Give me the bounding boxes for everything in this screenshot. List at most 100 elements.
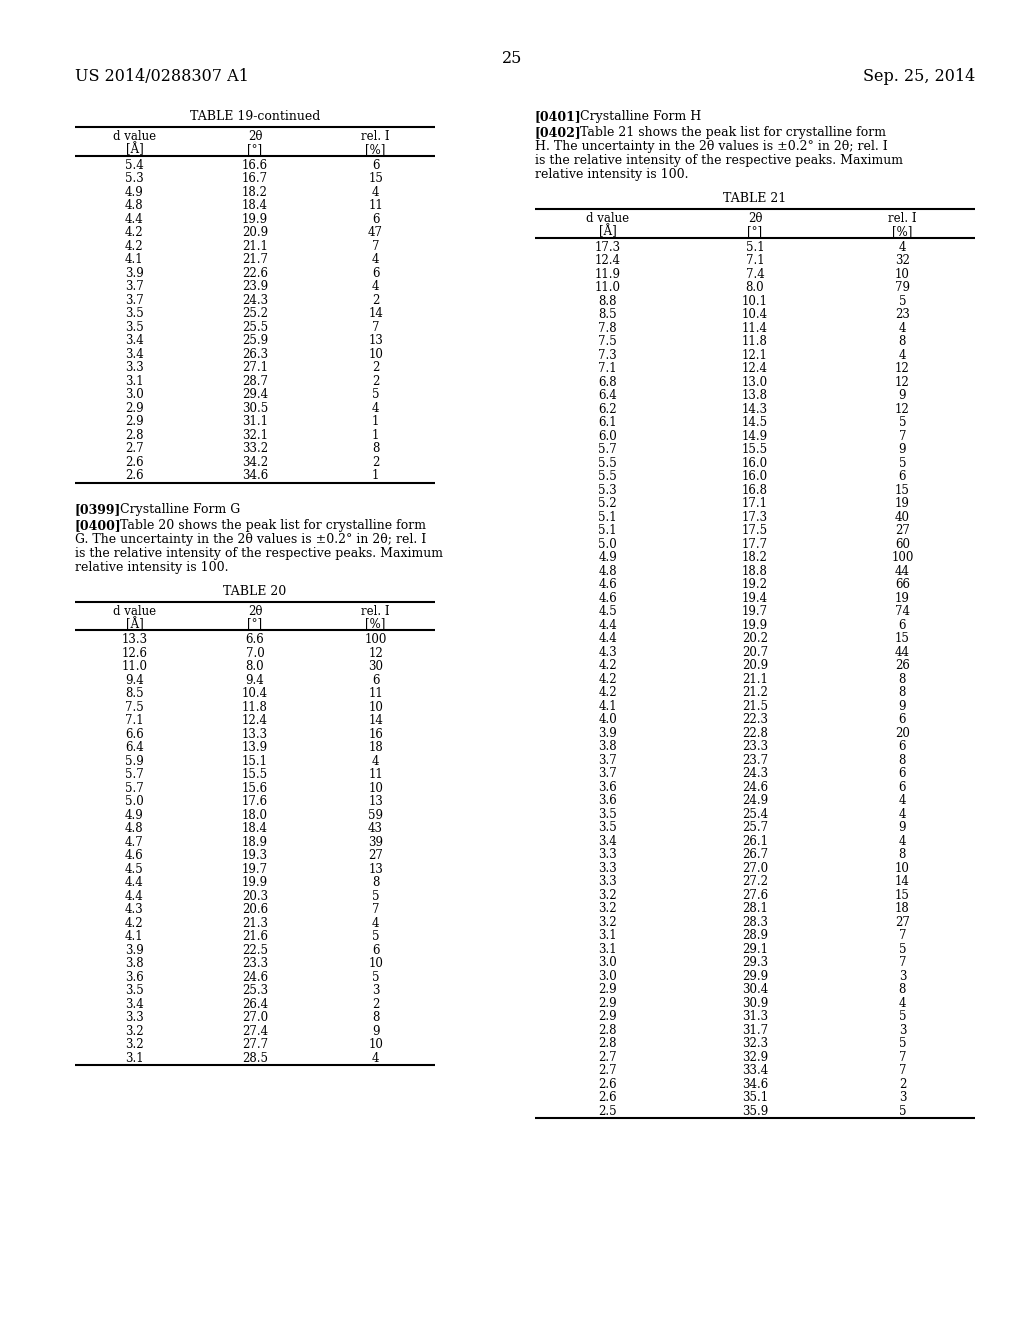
Text: 5: 5	[899, 1010, 906, 1023]
Text: 12: 12	[895, 403, 909, 416]
Text: 8: 8	[899, 983, 906, 997]
Text: 18.4: 18.4	[242, 822, 268, 836]
Text: 26: 26	[895, 659, 910, 672]
Text: 4.7: 4.7	[125, 836, 143, 849]
Text: 19: 19	[895, 498, 910, 510]
Text: 8: 8	[899, 849, 906, 861]
Text: 10.1: 10.1	[742, 294, 768, 308]
Text: 6.8: 6.8	[598, 376, 616, 388]
Text: 4.3: 4.3	[598, 645, 617, 659]
Text: 4: 4	[372, 755, 379, 768]
Text: 8: 8	[372, 1011, 379, 1024]
Text: 4.4: 4.4	[598, 632, 617, 645]
Text: 4.9: 4.9	[125, 186, 143, 198]
Text: 10: 10	[369, 347, 383, 360]
Text: 5.7: 5.7	[598, 444, 617, 457]
Text: 8: 8	[899, 335, 906, 348]
Text: 15: 15	[895, 632, 910, 645]
Text: 5.5: 5.5	[598, 470, 617, 483]
Text: 4.1: 4.1	[125, 931, 143, 944]
Text: 17.6: 17.6	[242, 795, 268, 808]
Text: 18.8: 18.8	[742, 565, 768, 578]
Text: 12: 12	[369, 647, 383, 660]
Text: 5.1: 5.1	[745, 240, 764, 253]
Text: 13: 13	[369, 863, 383, 875]
Text: 2: 2	[372, 362, 379, 374]
Text: 5.1: 5.1	[598, 511, 616, 524]
Text: 32.3: 32.3	[742, 1038, 768, 1051]
Text: 2.8: 2.8	[598, 1038, 616, 1051]
Text: [°]: [°]	[248, 618, 262, 631]
Text: 4: 4	[899, 322, 906, 335]
Text: 7: 7	[899, 1064, 906, 1077]
Text: 11.8: 11.8	[742, 335, 768, 348]
Text: 27.4: 27.4	[242, 1024, 268, 1038]
Text: 15.5: 15.5	[742, 444, 768, 457]
Text: 30.5: 30.5	[242, 401, 268, 414]
Text: d value: d value	[113, 129, 156, 143]
Text: 2.6: 2.6	[125, 469, 143, 482]
Text: 17.3: 17.3	[595, 240, 621, 253]
Text: 13: 13	[369, 334, 383, 347]
Text: 2: 2	[372, 375, 379, 388]
Text: 20.9: 20.9	[742, 659, 768, 672]
Text: 27: 27	[369, 849, 383, 862]
Text: 20: 20	[895, 726, 910, 739]
Text: 3.2: 3.2	[598, 916, 616, 929]
Text: 11.9: 11.9	[595, 268, 621, 281]
Text: 6: 6	[899, 470, 906, 483]
Text: 10: 10	[369, 781, 383, 795]
Text: TABLE 20: TABLE 20	[223, 585, 287, 598]
Text: 19.4: 19.4	[742, 591, 768, 605]
Text: 2.7: 2.7	[125, 442, 143, 455]
Text: 32.1: 32.1	[242, 429, 268, 442]
Text: 16.6: 16.6	[242, 158, 268, 172]
Text: 5: 5	[372, 388, 379, 401]
Text: 15: 15	[895, 483, 910, 496]
Text: 1: 1	[372, 469, 379, 482]
Text: 3.3: 3.3	[598, 875, 617, 888]
Text: 11: 11	[369, 199, 383, 213]
Text: 9.4: 9.4	[125, 673, 143, 686]
Text: 3.1: 3.1	[125, 375, 143, 388]
Text: 28.5: 28.5	[242, 1052, 268, 1065]
Text: 5: 5	[899, 1038, 906, 1051]
Text: 3.4: 3.4	[125, 998, 143, 1011]
Text: 24.3: 24.3	[742, 767, 768, 780]
Text: [Å]: [Å]	[126, 143, 143, 157]
Text: 2.8: 2.8	[125, 429, 143, 442]
Text: 3.6: 3.6	[598, 780, 617, 793]
Text: 3.2: 3.2	[125, 1039, 143, 1051]
Text: 7.1: 7.1	[745, 255, 764, 267]
Text: 19.2: 19.2	[742, 578, 768, 591]
Text: 8: 8	[899, 686, 906, 700]
Text: [Å]: [Å]	[126, 618, 143, 631]
Text: 4: 4	[372, 1052, 379, 1065]
Text: 2: 2	[372, 293, 379, 306]
Text: 47: 47	[368, 226, 383, 239]
Text: [°]: [°]	[248, 143, 262, 156]
Text: 9: 9	[899, 389, 906, 403]
Text: 20.9: 20.9	[242, 226, 268, 239]
Text: 11: 11	[369, 768, 383, 781]
Text: 100: 100	[365, 634, 387, 647]
Text: 14: 14	[895, 875, 910, 888]
Text: rel. I: rel. I	[361, 129, 390, 143]
Text: 13.3: 13.3	[121, 634, 147, 647]
Text: d value: d value	[113, 605, 156, 618]
Text: 7.5: 7.5	[125, 701, 143, 714]
Text: 2.7: 2.7	[598, 1051, 616, 1064]
Text: 60: 60	[895, 537, 910, 550]
Text: 5.0: 5.0	[125, 795, 143, 808]
Text: 21.3: 21.3	[242, 917, 268, 929]
Text: 28.3: 28.3	[742, 916, 768, 929]
Text: 10: 10	[895, 862, 910, 875]
Text: 4.8: 4.8	[598, 565, 616, 578]
Text: 17.3: 17.3	[742, 511, 768, 524]
Text: 43: 43	[368, 822, 383, 836]
Text: 29.4: 29.4	[242, 388, 268, 401]
Text: 12.4: 12.4	[595, 255, 621, 267]
Text: 3.2: 3.2	[598, 888, 616, 902]
Text: 3.7: 3.7	[598, 754, 617, 767]
Text: 3.3: 3.3	[598, 849, 617, 861]
